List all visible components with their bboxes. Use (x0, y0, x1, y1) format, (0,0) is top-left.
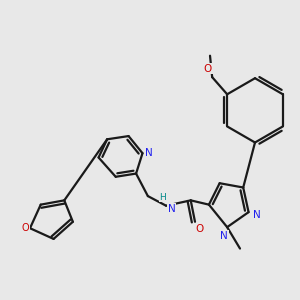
Text: O: O (204, 64, 212, 74)
Text: N: N (168, 204, 175, 214)
Text: O: O (195, 224, 203, 234)
Text: O: O (22, 223, 29, 233)
Text: N: N (220, 231, 228, 241)
Text: N: N (145, 148, 153, 158)
Text: N: N (253, 210, 261, 220)
Text: H: H (160, 193, 166, 202)
